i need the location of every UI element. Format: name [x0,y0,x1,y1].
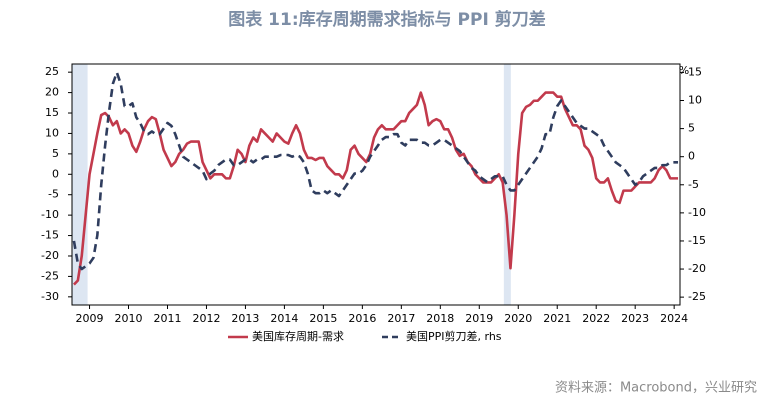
x-tick-label: 2012 [192,312,220,325]
x-tick-label: 2017 [387,312,415,325]
y-tick-label: 25 [45,65,59,78]
x-tick-label: 2011 [153,312,181,325]
y-tick-label: -10 [41,208,59,221]
x-tick-label: 2021 [543,312,571,325]
y-tick-label: -5 [48,188,59,201]
y2-tick-label: 0 [688,150,695,163]
y2-tick-label: -15 [688,234,706,247]
y2-tick-label: -25 [688,290,706,303]
y-tick-label: 15 [45,106,59,119]
y2-tick-label: -20 [688,262,706,275]
legend-label: 美国PPI剪刀差, rhs [406,329,502,343]
y2-tick-label: 10 [688,94,702,107]
y2-tick-label: -10 [688,206,706,219]
shaded-region [503,64,511,305]
x-tick-label: 2018 [426,312,454,325]
y2-unit: % [679,64,689,77]
x-tick-label: 2016 [348,312,376,325]
x-tick-label: 2022 [582,312,610,325]
x-tick-label: 2024 [660,312,688,325]
y-tick-label: -25 [41,269,59,282]
y2-tick-label: 5 [688,122,695,135]
y-tick-label: 20 [45,86,59,99]
plot-frame [71,63,681,306]
chart-title: 图表 11:库存周期需求指标与 PPI 剪刀差 [228,9,545,30]
y2-tick-label: 15 [688,65,702,78]
series-line [73,91,679,286]
x-tick-label: 2009 [76,312,104,325]
x-tick-label: 2023 [621,312,649,325]
y-tick-label: -30 [41,290,59,303]
x-tick-label: 2010 [115,312,143,325]
y-tick-label: -15 [41,229,59,242]
x-tick-label: 2013 [231,312,259,325]
series-line [72,71,679,271]
y2-tick-label: -5 [688,178,699,191]
x-tick-label: 2015 [309,312,337,325]
x-tick-label: 2019 [465,312,493,325]
y-tick-label: 0 [52,167,59,180]
y-tick-label: 5 [52,147,59,160]
y-tick-label: -20 [41,249,59,262]
source-note: 资料来源：Macrobond，兴业研究 [555,381,757,396]
x-tick-label: 2014 [270,312,298,325]
x-tick-label: 2020 [504,312,532,325]
legend-label: 美国库存周期-需求 [252,329,344,343]
y-tick-label: 10 [45,126,59,139]
